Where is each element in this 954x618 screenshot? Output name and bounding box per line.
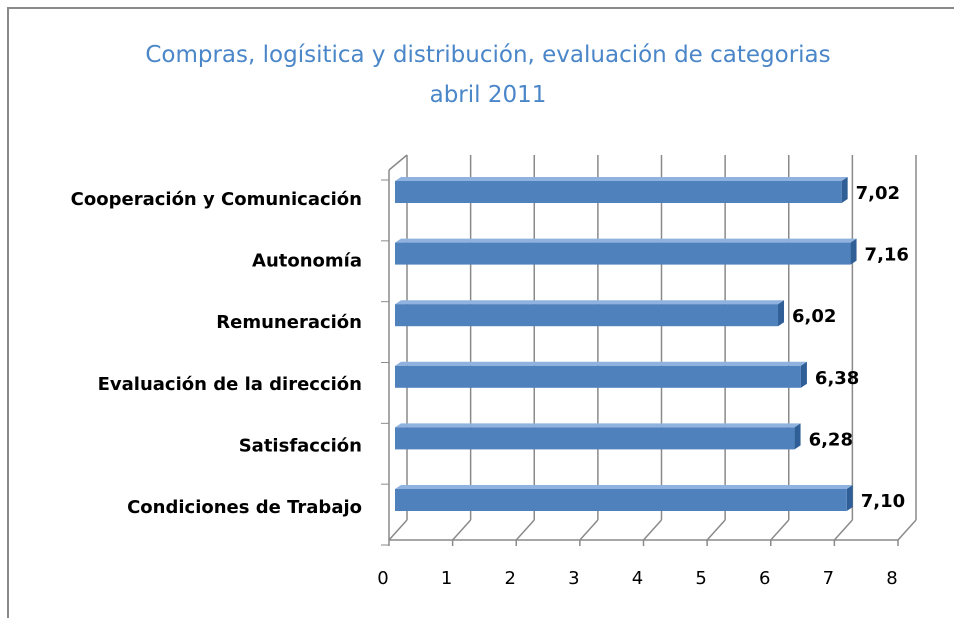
bar-side — [778, 300, 785, 327]
bar-front — [395, 181, 842, 203]
bar-top — [395, 423, 801, 428]
bar-top — [395, 485, 853, 489]
chart-frame — [7, 7, 954, 618]
chart-title: Compras, logísitica y distribución, eval… — [145, 42, 830, 108]
bar-top — [395, 238, 857, 243]
floor-line — [452, 519, 472, 541]
value-label: 6,38 — [815, 368, 859, 389]
x-tick-label: 6 — [759, 568, 770, 589]
bar-side — [800, 361, 807, 388]
x-tick-label: 0 — [377, 568, 388, 589]
value-label: 7,16 — [865, 245, 909, 266]
bar — [395, 485, 853, 511]
bar — [395, 361, 807, 388]
category-label: Satisfacción — [239, 435, 362, 456]
value-label: 7,10 — [861, 491, 905, 512]
floor-line — [897, 519, 917, 541]
x-tick-label: 8 — [886, 568, 897, 589]
bar — [395, 177, 848, 203]
floor-line — [706, 519, 726, 541]
bar-side — [794, 423, 801, 450]
x-tick-label: 3 — [568, 568, 579, 589]
category-label: Evaluación de la dirección — [98, 374, 362, 395]
bar-front — [395, 365, 801, 388]
x-tick-label: 4 — [632, 568, 643, 589]
bar — [395, 300, 785, 327]
bar-front — [395, 427, 795, 450]
category-label: Cooperación y Comunicación — [71, 189, 362, 210]
bar-front — [395, 242, 851, 265]
value-label: 6,02 — [792, 306, 836, 327]
bar-side — [850, 238, 857, 265]
x-tick-label: 1 — [441, 568, 452, 589]
bar — [395, 238, 857, 265]
floor-line — [833, 519, 853, 541]
floor-line — [770, 519, 790, 541]
bar-side — [846, 485, 853, 511]
x-tick-label: 2 — [505, 568, 516, 589]
value-label: 6,28 — [809, 429, 853, 450]
x-tick-label: 7 — [823, 568, 834, 589]
floor-line — [515, 519, 535, 541]
value-label: 7,02 — [856, 183, 900, 204]
axis-line — [388, 154, 408, 171]
bar-front — [395, 304, 779, 327]
x-tick-label: 5 — [695, 568, 706, 589]
floor-line — [642, 519, 663, 541]
bar-top — [395, 300, 785, 305]
category-label: Condiciones de Trabajo — [127, 497, 362, 518]
bar — [395, 423, 801, 450]
category-label: Remuneración — [216, 312, 362, 333]
bar-top — [395, 177, 848, 181]
bar-top — [395, 361, 807, 366]
floor-line — [579, 519, 599, 541]
bar-side — [841, 177, 848, 203]
category-label: Autonomía — [252, 251, 362, 272]
floor-line — [388, 519, 408, 541]
bar-front — [395, 489, 847, 511]
